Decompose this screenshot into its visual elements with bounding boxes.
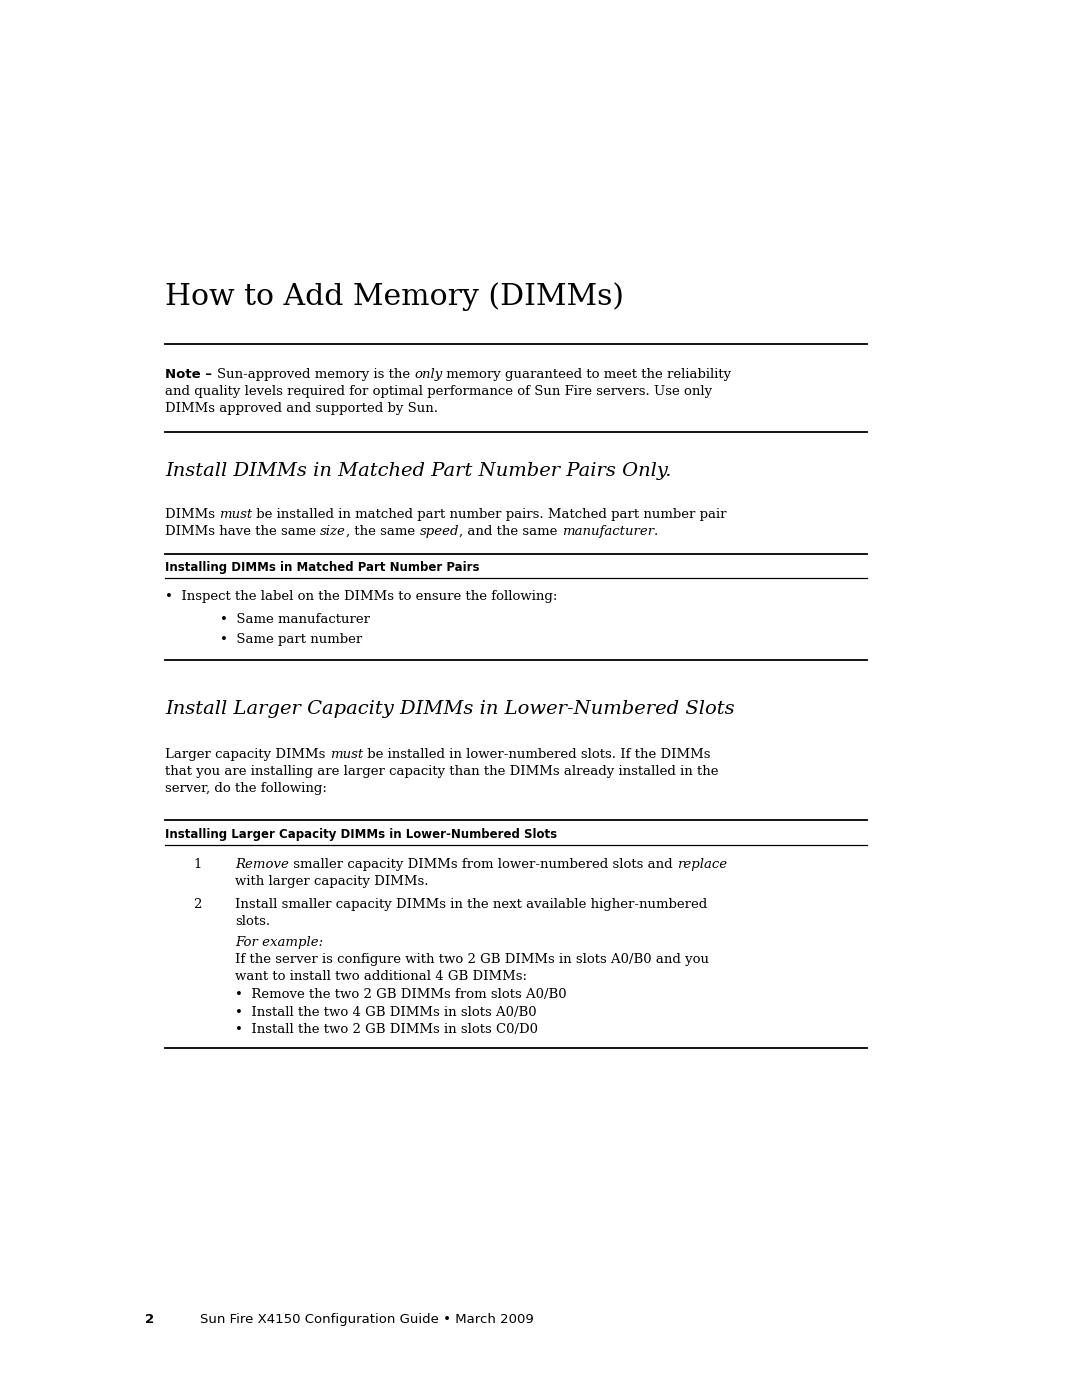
Text: •  Inspect the label on the DIMMs to ensure the following:: • Inspect the label on the DIMMs to ensu… xyxy=(165,590,557,604)
Text: and quality levels required for optimal performance of Sun Fire servers. Use onl: and quality levels required for optimal … xyxy=(165,386,712,398)
Text: Installing DIMMs in Matched Part Number Pairs: Installing DIMMs in Matched Part Number … xyxy=(165,562,480,574)
Text: smaller capacity DIMMs from lower-numbered slots and: smaller capacity DIMMs from lower-number… xyxy=(288,858,677,870)
Text: Larger capacity DIMMs: Larger capacity DIMMs xyxy=(165,747,329,761)
Text: DIMMs approved and supported by Sun.: DIMMs approved and supported by Sun. xyxy=(165,402,438,415)
Text: be installed in matched part number pairs. Matched part number pair: be installed in matched part number pair… xyxy=(253,509,727,521)
Text: Install DIMMs in Matched Part Number Pairs Only.: Install DIMMs in Matched Part Number Pai… xyxy=(165,462,672,481)
Text: DIMMs have the same: DIMMs have the same xyxy=(165,525,321,538)
Text: , and the same: , and the same xyxy=(459,525,562,538)
Text: •  Same manufacturer: • Same manufacturer xyxy=(220,613,370,626)
Text: only: only xyxy=(414,367,442,381)
Text: For example:: For example: xyxy=(235,936,323,949)
Text: with larger capacity DIMMs.: with larger capacity DIMMs. xyxy=(235,875,429,888)
Text: •  Install the two 4 GB DIMMs in slots A0/B0: • Install the two 4 GB DIMMs in slots A0… xyxy=(235,1006,537,1018)
Text: manufacturer: manufacturer xyxy=(562,525,653,538)
Text: Note –: Note – xyxy=(165,367,217,381)
Text: size: size xyxy=(321,525,346,538)
Text: 1: 1 xyxy=(193,858,201,870)
Text: be installed in lower-numbered slots. If the DIMMs: be installed in lower-numbered slots. If… xyxy=(363,747,711,761)
Text: that you are installing are larger capacity than the DIMMs already installed in : that you are installing are larger capac… xyxy=(165,766,718,778)
Text: Sun-approved memory is the: Sun-approved memory is the xyxy=(217,367,414,381)
Text: memory guaranteed to meet the reliability: memory guaranteed to meet the reliabilit… xyxy=(442,367,731,381)
Text: , the same: , the same xyxy=(346,525,419,538)
Text: How to Add Memory (DIMMs): How to Add Memory (DIMMs) xyxy=(165,282,624,310)
Text: 2: 2 xyxy=(193,898,201,911)
Text: .: . xyxy=(653,525,658,538)
Text: want to install two additional 4 GB DIMMs:: want to install two additional 4 GB DIMM… xyxy=(235,970,527,983)
Text: •  Remove the two 2 GB DIMMs from slots A0/B0: • Remove the two 2 GB DIMMs from slots A… xyxy=(235,988,567,1002)
Text: 2: 2 xyxy=(145,1313,154,1326)
Text: must: must xyxy=(329,747,363,761)
Text: •  Install the two 2 GB DIMMs in slots C0/D0: • Install the two 2 GB DIMMs in slots C0… xyxy=(235,1023,538,1037)
Text: slots.: slots. xyxy=(235,915,270,928)
Text: Installing Larger Capacity DIMMs in Lower-Numbered Slots: Installing Larger Capacity DIMMs in Lowe… xyxy=(165,828,557,841)
Text: Sun Fire X4150 Configuration Guide • March 2009: Sun Fire X4150 Configuration Guide • Mar… xyxy=(200,1313,534,1326)
Text: must: must xyxy=(219,509,253,521)
Text: Install smaller capacity DIMMs in the next available higher-numbered: Install smaller capacity DIMMs in the ne… xyxy=(235,898,707,911)
Text: server, do the following:: server, do the following: xyxy=(165,782,327,795)
Text: DIMMs: DIMMs xyxy=(165,509,219,521)
Text: Install Larger Capacity DIMMs in Lower-Numbered Slots: Install Larger Capacity DIMMs in Lower-N… xyxy=(165,700,734,718)
Text: replace: replace xyxy=(677,858,727,870)
Text: speed: speed xyxy=(419,525,459,538)
Text: •  Same part number: • Same part number xyxy=(220,633,362,645)
Text: If the server is configure with two 2 GB DIMMs in slots A0/B0 and you: If the server is configure with two 2 GB… xyxy=(235,953,708,965)
Text: Remove: Remove xyxy=(235,858,288,870)
